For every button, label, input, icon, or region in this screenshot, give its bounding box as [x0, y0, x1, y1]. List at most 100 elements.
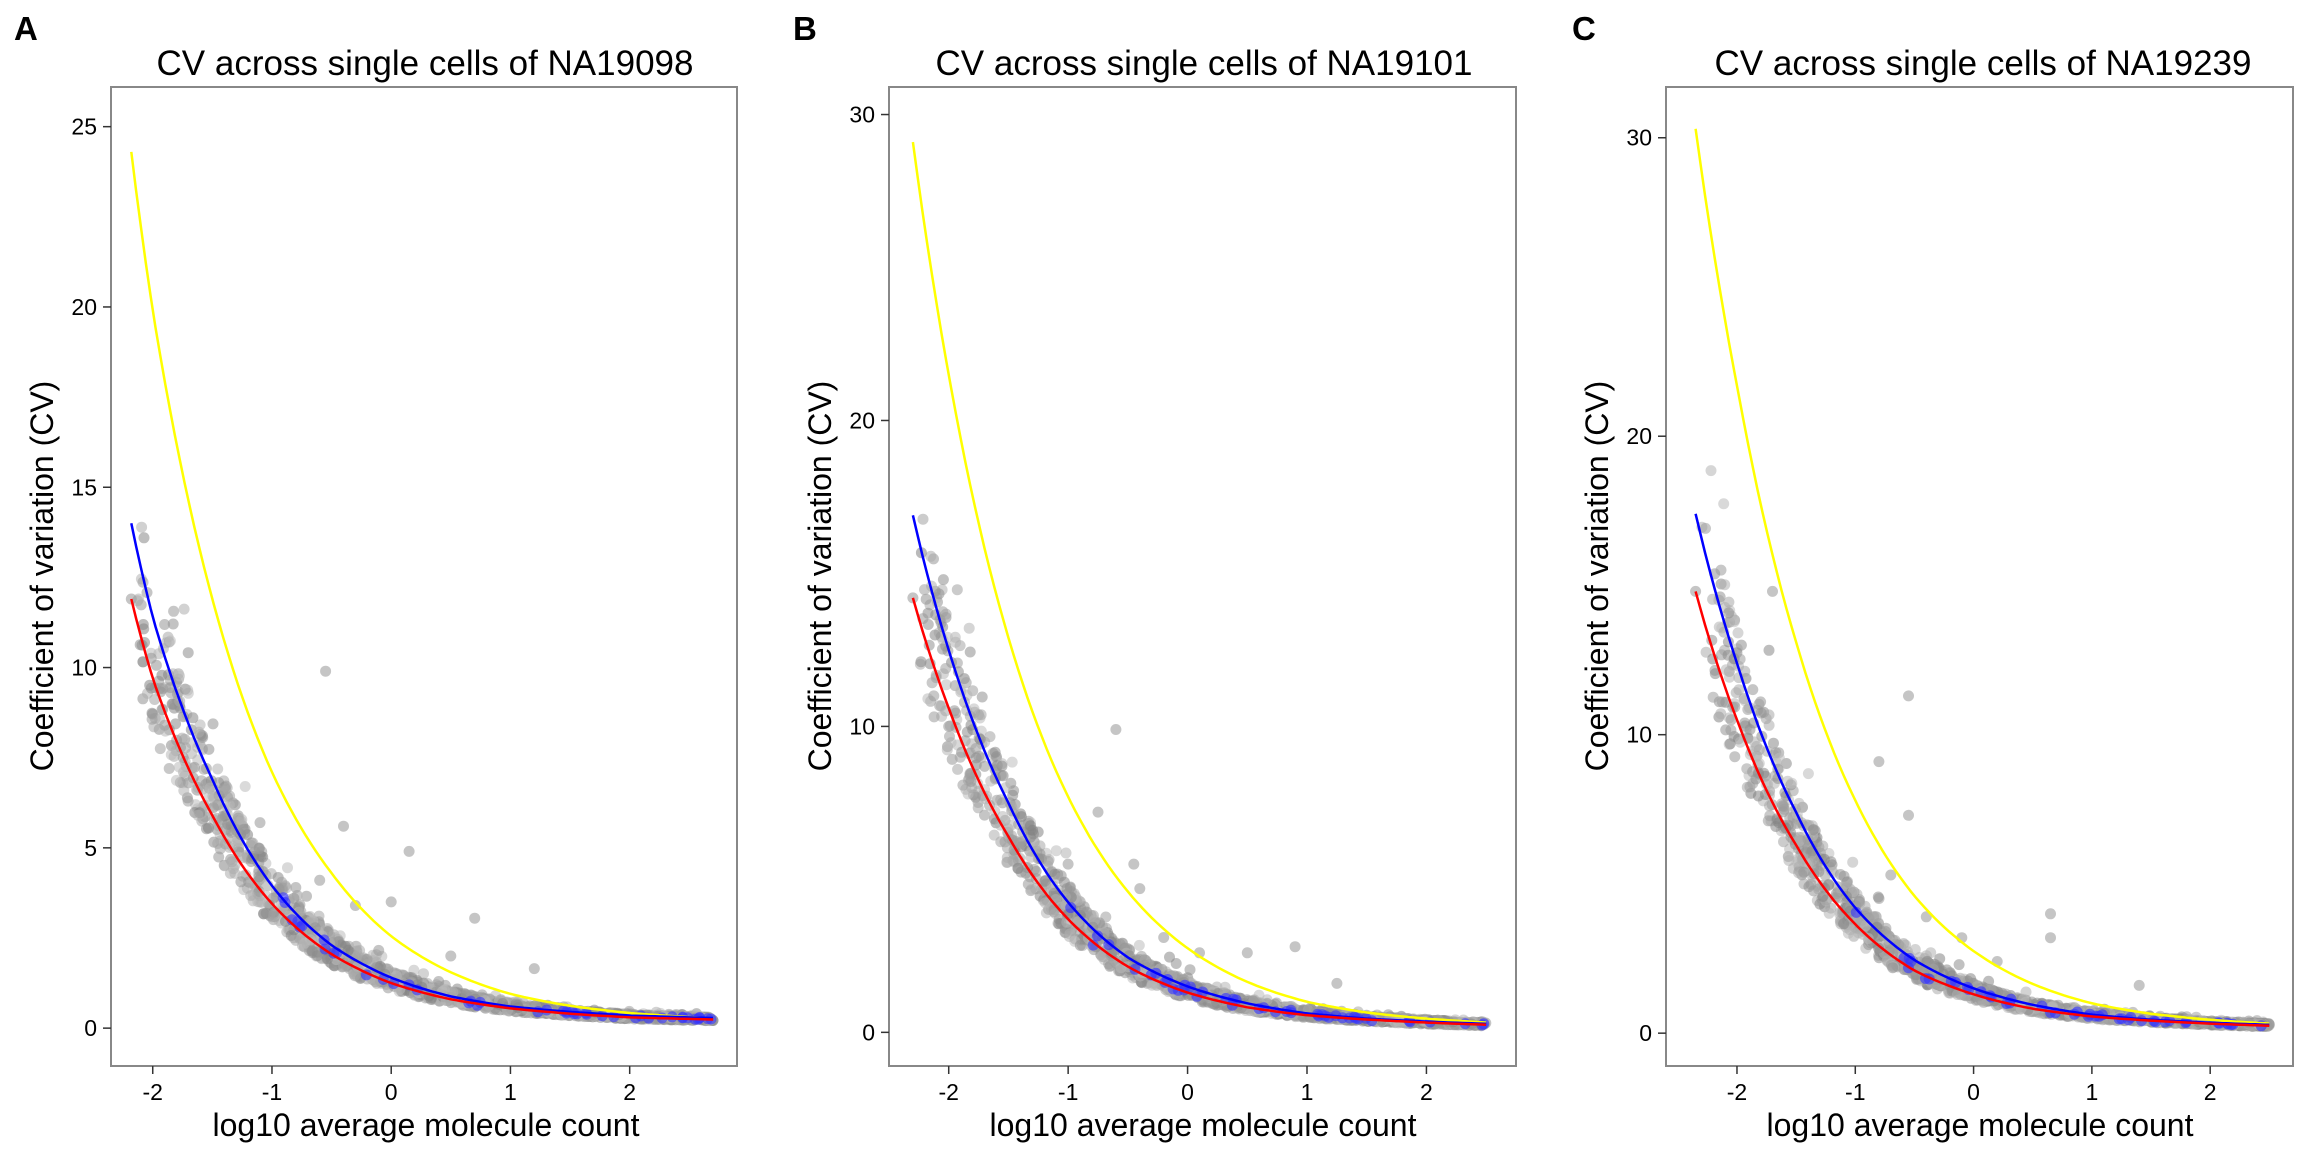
gene-point	[1001, 856, 1013, 868]
gene-point	[988, 829, 1000, 841]
gene-point	[203, 743, 215, 755]
gene-point	[1887, 962, 1899, 974]
x-tick-label: 0	[1967, 1079, 1980, 1105]
gene-point	[917, 513, 929, 525]
outlier-point	[159, 719, 171, 731]
y-tick-label: 5	[84, 835, 97, 861]
gene-point	[1802, 768, 1814, 780]
x-tick-label: 0	[1181, 1079, 1194, 1105]
gene-point	[1136, 950, 1147, 962]
yellow-curve	[130, 151, 714, 1020]
red-curve	[130, 598, 714, 1021]
outlier-point	[1755, 696, 1767, 708]
gene-point	[207, 718, 219, 730]
gene-point	[253, 843, 265, 855]
gene-point	[1798, 866, 1810, 878]
gene-point	[1872, 891, 1884, 903]
gene-point	[212, 763, 224, 775]
gene-point	[182, 684, 194, 696]
gene-point	[165, 749, 177, 761]
gene-point	[267, 908, 279, 920]
gene-point	[168, 605, 180, 617]
gene-point	[192, 809, 204, 821]
outlier-point	[1767, 585, 1778, 597]
gene-point	[1050, 845, 1062, 857]
x-axis-label: log10 average molecule count	[213, 1107, 640, 1143]
gene-point	[928, 711, 940, 723]
outlier-point	[320, 665, 332, 677]
x-tick-label: 1	[2085, 1079, 2098, 1105]
x-tick-label: -1	[262, 1079, 282, 1105]
gene-point	[282, 862, 293, 874]
gene-point	[1715, 564, 1727, 576]
panel-title: CV across single cells of NA19101	[936, 44, 1473, 83]
gene-point	[164, 635, 176, 647]
gene-point	[1805, 878, 1817, 890]
x-tick-label: 1	[504, 1079, 517, 1105]
gene-point	[136, 521, 148, 533]
y-axis-label: Coefficient of variation (CV)	[24, 381, 60, 772]
y-tick-label: 0	[84, 1015, 97, 1041]
gene-point	[163, 763, 175, 774]
gene-point	[1060, 847, 1072, 859]
plot-content	[125, 151, 719, 1027]
y-tick-label: 30	[1626, 125, 1652, 151]
gene-point	[1817, 840, 1829, 852]
outlier-point	[2133, 979, 2145, 991]
outlier-point	[979, 809, 990, 821]
gene-point	[1752, 790, 1764, 802]
gene-point	[1719, 579, 1731, 591]
x-tick-label: 2	[1420, 1079, 1433, 1105]
gene-point	[1049, 907, 1061, 919]
gene-point	[1007, 789, 1019, 801]
gene-point	[1868, 911, 1880, 922]
gene-point	[239, 781, 251, 792]
gene-point	[189, 761, 200, 773]
gene-point	[1001, 842, 1013, 854]
plot-content	[907, 141, 1492, 1032]
gene-point	[201, 823, 212, 835]
panel-letter: B	[793, 10, 817, 47]
gene-point	[1123, 950, 1135, 962]
gene-point	[245, 890, 257, 902]
gene-point	[1718, 498, 1730, 510]
outlier-point	[1128, 858, 1140, 870]
gene-point	[174, 670, 185, 682]
outlier-point	[183, 777, 194, 789]
gene-point	[1074, 939, 1086, 951]
gene-point	[222, 818, 234, 830]
x-tick-label: -2	[1727, 1079, 1747, 1105]
gene-point	[146, 713, 158, 725]
gene-point	[178, 603, 190, 615]
gene-point	[1700, 522, 1711, 534]
gene-point	[182, 795, 194, 807]
gene-point	[964, 646, 976, 658]
panel-title: CV across single cells of NA19098	[157, 44, 694, 83]
gene-point	[979, 760, 991, 772]
outlier-point	[403, 845, 415, 857]
gene-point	[1823, 907, 1835, 919]
outlier-point	[2045, 932, 2056, 944]
gene-point	[1838, 918, 1850, 930]
outlier-point	[212, 799, 224, 811]
gene-point	[920, 593, 932, 605]
x-tick-label: 1	[1301, 1079, 1314, 1105]
gene-point	[1720, 664, 1732, 676]
panel-b: B CV across single cells of NA19101 -2 -1…	[793, 10, 1517, 1143]
gene-point	[996, 760, 1008, 772]
outlier-point	[338, 820, 349, 832]
x-tick-label: 2	[623, 1079, 636, 1105]
gene-point	[229, 859, 241, 871]
gene-point	[975, 709, 987, 721]
gene-point	[219, 860, 231, 872]
y-tick-label: 15	[71, 474, 97, 500]
x-tick-label: -1	[1058, 1079, 1078, 1105]
outlier-point	[1778, 803, 1790, 815]
outlier-point	[2045, 908, 2056, 920]
gene-point	[1729, 751, 1741, 763]
outlier-point	[1241, 947, 1253, 959]
gene-point	[1146, 979, 1158, 991]
outlier-point	[1062, 858, 1074, 870]
x-tick-label: -2	[938, 1079, 958, 1105]
